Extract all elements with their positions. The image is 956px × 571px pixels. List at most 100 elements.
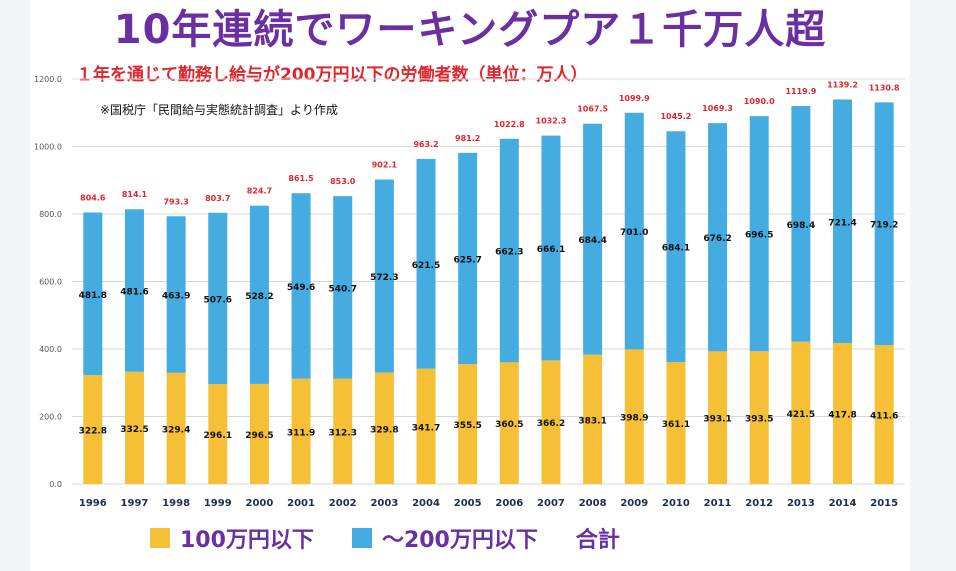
legend-label-total: 合計 xyxy=(575,528,620,553)
value-label-below100: 393.5 xyxy=(745,415,773,425)
bar-to200 xyxy=(541,135,561,361)
value-label-to200: 621.5 xyxy=(412,261,440,271)
y-tick-label: 1000.0 xyxy=(34,143,62,152)
value-label-total: 902.1 xyxy=(372,161,398,170)
value-label-to200: 701.0 xyxy=(620,228,648,238)
bar-to200 xyxy=(458,152,478,365)
x-tick-label: 1996 xyxy=(79,498,107,509)
value-label-to200: 463.9 xyxy=(162,292,190,302)
bar-below100 xyxy=(374,372,394,484)
bar-to200 xyxy=(249,205,269,384)
value-label-below100: 312.3 xyxy=(328,428,356,438)
bar-below100 xyxy=(499,362,519,484)
value-label-below100: 366.2 xyxy=(537,419,565,429)
bar-below100 xyxy=(541,360,561,484)
bar-to200 xyxy=(124,209,144,372)
value-label-below100: 421.5 xyxy=(787,410,815,420)
y-tick-label: 200.0 xyxy=(39,413,62,422)
y-tick-label: 400.0 xyxy=(39,345,62,354)
x-tick-label: 2001 xyxy=(287,498,315,509)
value-label-to200: 684.4 xyxy=(578,236,606,246)
bar-below100 xyxy=(583,354,603,484)
value-label-to200: 684.1 xyxy=(662,244,690,254)
value-label-to200: 549.6 xyxy=(287,283,315,293)
value-label-to200: 676.2 xyxy=(703,234,731,244)
chart-subtitle: １年を通じて勤務し給与が200万円以下の労働者数（単位：万人） xyxy=(76,65,588,85)
value-label-total: 814.1 xyxy=(122,190,148,199)
value-label-to200: 698.4 xyxy=(787,221,815,231)
value-label-below100: 329.4 xyxy=(162,425,190,435)
legend-swatch-below100 xyxy=(150,528,170,548)
value-label-total: 1130.8 xyxy=(869,83,900,92)
bar-to200 xyxy=(791,106,811,342)
value-label-total: 1119.9 xyxy=(785,87,816,96)
legend-item-below100: 100万円以下 xyxy=(150,522,314,554)
legend-item-total: 合計 xyxy=(576,522,620,554)
legend-label-to200: ～200万円以下 xyxy=(381,528,538,553)
y-tick-label: 0.0 xyxy=(49,480,62,489)
x-tick-label: 2000 xyxy=(246,498,274,509)
x-tick-label: 2006 xyxy=(495,498,523,509)
bar-to200 xyxy=(749,116,769,352)
value-label-below100: 332.5 xyxy=(120,425,148,435)
legend-label-below100: 100万円以下 xyxy=(180,528,314,553)
value-label-total: 1022.8 xyxy=(494,120,525,129)
y-tick-label: 600.0 xyxy=(39,278,62,287)
y-axis-labels: 0.0 200.0 400.0 600.0 800.0 1000.0 1200.0 xyxy=(34,75,62,489)
value-label-below100: 360.5 xyxy=(495,420,523,430)
value-label-to200: 666.1 xyxy=(537,245,565,255)
value-label-below100: 355.5 xyxy=(453,421,481,431)
value-label-to200: 481.8 xyxy=(79,291,107,301)
bar-to200 xyxy=(208,212,228,385)
bar-to200 xyxy=(333,196,353,379)
value-label-below100: 398.9 xyxy=(620,414,648,424)
bar-to200 xyxy=(624,112,644,350)
value-label-below100: 329.8 xyxy=(370,425,398,435)
legend-item-to200: ～200万円以下 xyxy=(351,522,538,554)
value-label-below100: 296.1 xyxy=(204,431,232,441)
bar-to200 xyxy=(874,102,894,346)
value-label-total: 793.3 xyxy=(163,197,188,206)
x-tick-label: 2007 xyxy=(537,498,565,509)
value-label-to200: 662.3 xyxy=(495,248,523,258)
value-label-total: 981.2 xyxy=(455,134,480,143)
bar-below100 xyxy=(624,349,644,484)
x-tick-label: 2013 xyxy=(787,498,815,509)
x-tick-label: 2005 xyxy=(454,498,482,509)
value-label-below100: 322.8 xyxy=(79,427,107,437)
x-tick-label: 2010 xyxy=(662,498,690,509)
value-label-total: 824.7 xyxy=(247,187,272,196)
value-label-below100: 296.5 xyxy=(245,431,273,441)
x-tick-label: 2015 xyxy=(870,498,898,509)
x-tick-label: 2008 xyxy=(579,498,607,509)
value-label-to200: 481.6 xyxy=(120,288,148,298)
value-label-total: 861.5 xyxy=(288,174,314,183)
x-tick-label: 1997 xyxy=(121,498,149,509)
value-label-below100: 361.1 xyxy=(662,420,690,430)
value-label-to200: 719.2 xyxy=(870,221,898,231)
value-label-below100: 341.7 xyxy=(412,423,440,433)
value-label-total: 963.2 xyxy=(413,140,438,149)
legend-swatch-to200 xyxy=(351,528,372,548)
bar-below100 xyxy=(291,378,311,484)
legend: 100万円以下 ～200万円以下 合計 xyxy=(150,522,658,554)
bar-below100 xyxy=(833,342,853,484)
bar-below100 xyxy=(166,372,186,484)
bars xyxy=(83,99,894,484)
bar-below100 xyxy=(791,341,811,484)
value-label-total: 803.7 xyxy=(205,194,230,203)
bar-to200 xyxy=(416,158,436,369)
value-label-total: 1032.3 xyxy=(536,117,567,126)
value-label-total: 1090.0 xyxy=(744,97,775,106)
bar-to200 xyxy=(666,131,686,363)
value-label-below100: 383.1 xyxy=(578,416,606,426)
value-label-to200: 507.6 xyxy=(204,295,232,305)
bar-to200 xyxy=(374,179,394,373)
x-tick-label: 1998 xyxy=(162,498,190,509)
value-label-total: 1045.2 xyxy=(660,112,691,121)
x-tick-label: 1999 xyxy=(204,498,232,509)
bar-below100 xyxy=(416,368,436,484)
value-label-to200: 572.3 xyxy=(370,273,398,283)
y-tick-label: 800.0 xyxy=(39,210,62,219)
